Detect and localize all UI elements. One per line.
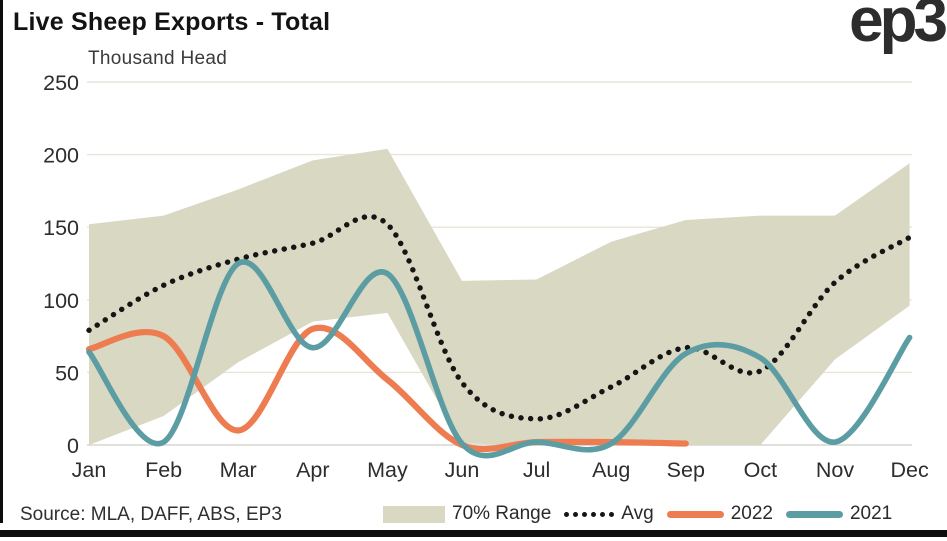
legend-item-avg: Avg bbox=[564, 503, 654, 525]
x-tick-oct: Oct bbox=[744, 458, 777, 482]
series-2021-line bbox=[86, 259, 913, 459]
y-axis-unit-label: Thousand Head bbox=[88, 48, 228, 69]
x-tick-mar: Mar bbox=[220, 458, 257, 482]
legend-item-range: 70% Range bbox=[383, 503, 551, 525]
page-title: Live Sheep Exports - Total bbox=[13, 8, 331, 36]
ep3-logo: ep3 bbox=[849, 0, 947, 55]
series-2022-line bbox=[85, 324, 689, 453]
avg-dotted-swatch bbox=[564, 511, 615, 517]
y-tick-250: 250 bbox=[43, 71, 79, 95]
x-tick-aug: Aug bbox=[592, 458, 630, 482]
y-tick-50: 50 bbox=[55, 361, 79, 385]
source-note: Source: MLA, DAFF, ABS, EP3 bbox=[20, 504, 282, 525]
x-tick-jul: Jul bbox=[523, 458, 550, 482]
legend-label-range: 70% Range bbox=[452, 503, 552, 524]
chart-legend: 70% Range Avg 2022 2021 bbox=[383, 503, 892, 525]
x-tick-may: May bbox=[367, 458, 408, 482]
y-tick-200: 200 bbox=[43, 144, 79, 168]
range-band-swatch bbox=[383, 505, 445, 523]
line-2021-swatch bbox=[785, 510, 843, 518]
x-tick-jan: Jan bbox=[72, 458, 107, 482]
avg-dotted-line bbox=[86, 214, 913, 422]
x-tick-feb: Feb bbox=[145, 458, 182, 482]
y-tick-100: 100 bbox=[43, 289, 79, 313]
y-tick-0: 0 bbox=[67, 434, 79, 458]
legend-label-avg: Avg bbox=[621, 503, 654, 524]
legend-label-2022: 2022 bbox=[730, 503, 773, 524]
page-frame-bottom-border bbox=[0, 530, 947, 537]
x-tick-dec: Dec bbox=[890, 458, 928, 482]
x-tick-nov: Nov bbox=[816, 458, 854, 482]
page-frame-left-border bbox=[0, 0, 3, 523]
x-tick-sep: Sep bbox=[667, 458, 705, 482]
legend-item-2022: 2022 bbox=[666, 503, 773, 525]
y-tick-150: 150 bbox=[43, 216, 79, 240]
x-tick-apr: Apr bbox=[296, 458, 329, 482]
legend-label-2021: 2021 bbox=[849, 503, 893, 524]
legend-item-2021: 2021 bbox=[785, 503, 893, 525]
range-band-area bbox=[89, 148, 910, 446]
x-tick-jun: Jun bbox=[445, 458, 480, 482]
line-2022-swatch bbox=[666, 510, 724, 518]
